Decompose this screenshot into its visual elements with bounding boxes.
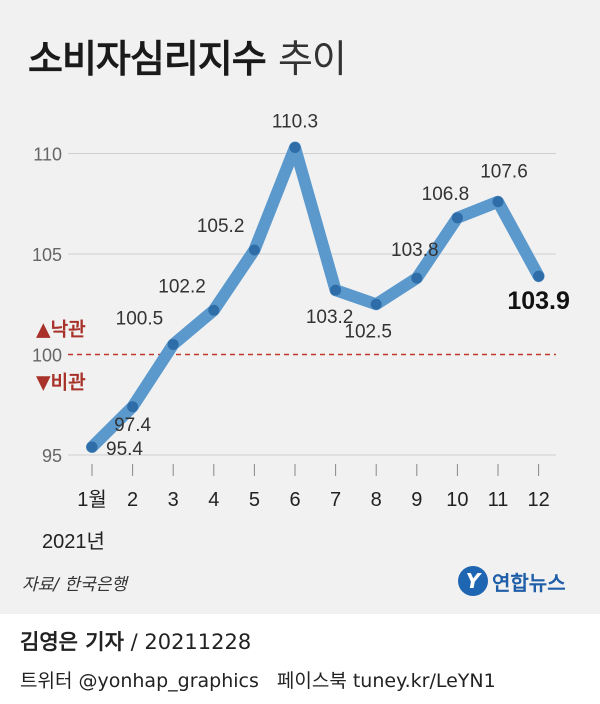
series-line bbox=[86, 141, 545, 453]
data-label: 95.4 bbox=[106, 439, 143, 460]
data-point bbox=[127, 401, 139, 413]
optimism-label: ▲낙관 bbox=[36, 319, 86, 341]
y-tick-label: 100 bbox=[32, 346, 62, 366]
data-label: 105.2 bbox=[197, 216, 245, 237]
publish-date: / 20211228 bbox=[123, 630, 252, 654]
data-label: 106.8 bbox=[422, 184, 470, 205]
line-chart: ▲낙관 ▼비관 95.4 97.4 100.5 102.2 105.2 110.3 103.2… bbox=[32, 111, 570, 554]
x-tick-label: 4 bbox=[208, 489, 219, 511]
reference-layer: ▲낙관 ▼비관 bbox=[36, 319, 556, 394]
x-tick-label: 9 bbox=[411, 489, 422, 511]
chart-panel bbox=[0, 0, 600, 614]
data-label: 103.8 bbox=[391, 240, 439, 261]
data-point bbox=[167, 338, 179, 350]
x-tick-label: 12 bbox=[527, 489, 549, 511]
data-label: 103.2 bbox=[306, 307, 354, 328]
x-tick-label: 8 bbox=[371, 489, 382, 511]
data-label: 107.6 bbox=[480, 162, 528, 183]
facebook-link[interactable]: 페이스북 tuney.kr/LeYN1 bbox=[276, 670, 496, 692]
data-point bbox=[86, 441, 98, 453]
axis-layer: 95 100 105 110 1월 2 3 4 5 6 7 8 9 10 11 12 2021년 bbox=[32, 145, 550, 554]
x-tick-label: 10 bbox=[446, 489, 468, 511]
x-tick-label: 3 bbox=[168, 489, 179, 511]
author: 김영은 기자 bbox=[20, 630, 124, 654]
title-sub: 추이 bbox=[277, 37, 347, 81]
data-point bbox=[370, 298, 382, 310]
x-tick-label: 5 bbox=[249, 489, 260, 511]
brand: Y 연합뉴스 bbox=[458, 566, 566, 596]
series-layer bbox=[86, 141, 545, 453]
data-label: 110.3 bbox=[272, 111, 318, 132]
data-point bbox=[411, 272, 423, 284]
data-label: 97.4 bbox=[114, 415, 151, 436]
yonhap-logo-icon: Y bbox=[458, 566, 488, 596]
x-group-label: 2021년 bbox=[42, 530, 105, 553]
data-label: 103.9 bbox=[507, 287, 570, 315]
marker-layer bbox=[86, 141, 545, 453]
data-label: 100.5 bbox=[116, 308, 164, 329]
credit: 김영은 기자 / 20211228 bbox=[20, 626, 251, 656]
twitter-handle[interactable]: 트위터 @yonhap_graphics bbox=[20, 670, 259, 692]
x-tick-label: 11 bbox=[488, 489, 509, 511]
data-point bbox=[492, 196, 504, 208]
data-point bbox=[289, 141, 301, 153]
social-links: 트위터 @yonhap_graphics 페이스북 tuney.kr/LeYN1 bbox=[20, 666, 496, 693]
title-main: 소비자심리지수 bbox=[28, 37, 267, 81]
x-tick-label: 6 bbox=[289, 489, 300, 511]
data-point bbox=[330, 284, 342, 296]
x-tick-label: 7 bbox=[330, 489, 341, 511]
data-point bbox=[451, 212, 463, 224]
data-label: 102.5 bbox=[344, 321, 392, 342]
x-tick-label: 1월 bbox=[77, 488, 107, 511]
pessimism-label: ▼비관 bbox=[36, 372, 86, 394]
source-note: 자료/ 한국은행 bbox=[22, 575, 127, 595]
y-tick-label: 110 bbox=[33, 145, 62, 165]
x-tick-label: 2 bbox=[127, 489, 138, 511]
data-point bbox=[248, 244, 260, 256]
brand-name: 연합뉴스 bbox=[492, 570, 566, 595]
data-point bbox=[533, 270, 545, 282]
chart-title: 소비자심리지수 추이 bbox=[28, 28, 347, 83]
y-tick-label: 105 bbox=[32, 245, 62, 265]
y-tick-label: 95 bbox=[42, 446, 62, 466]
data-point bbox=[208, 304, 220, 316]
grid-layer bbox=[68, 153, 556, 456]
data-label: 102.2 bbox=[158, 276, 206, 297]
